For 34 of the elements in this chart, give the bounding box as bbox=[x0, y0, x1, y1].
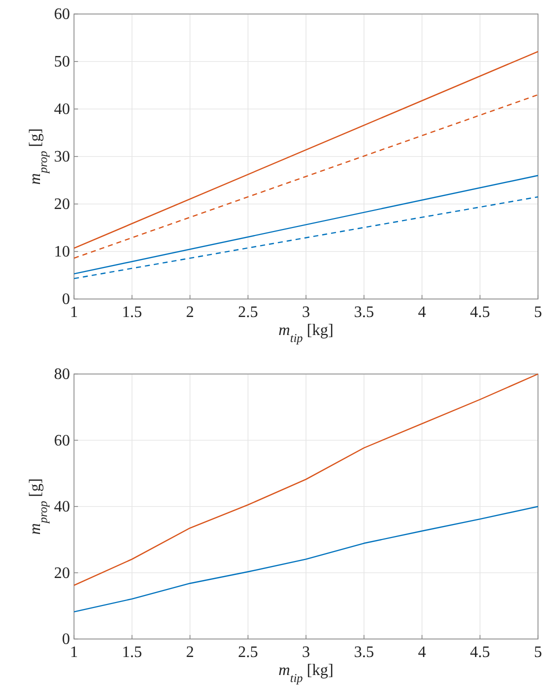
x-tick-label: 4 bbox=[418, 304, 426, 321]
y-tick-label: 30 bbox=[54, 148, 70, 166]
x-axis-title: m$_{tip}$ [kg] bbox=[278, 322, 334, 345]
x-tick-label: 2 bbox=[186, 304, 194, 321]
x-tick-label: 4 bbox=[418, 644, 426, 661]
y-tick-label: 20 bbox=[54, 564, 70, 582]
x-tick-label: 1.5 bbox=[122, 644, 142, 661]
x-tick-label: 1.5 bbox=[122, 304, 142, 321]
x-tick-label: 2 bbox=[186, 644, 194, 661]
y-tick-label: 80 bbox=[54, 366, 70, 383]
x-tick-label: 4.5 bbox=[470, 304, 490, 321]
line-series bbox=[73, 373, 539, 586]
y-tick-label: 50 bbox=[54, 54, 70, 70]
x-tick-label: 3.5 bbox=[354, 644, 374, 661]
x-tick-label: 2.5 bbox=[238, 304, 258, 321]
y-tick-label: 0 bbox=[62, 291, 70, 308]
x-tick-label: 4.5 bbox=[470, 644, 490, 661]
y-tick-label: 60 bbox=[54, 432, 70, 450]
x-tick-label: 3 bbox=[302, 304, 310, 321]
x-axis-title: m$_{tip}$ [kg] bbox=[278, 662, 334, 685]
y-tick-label: 0 bbox=[62, 631, 70, 648]
y-tick-label: 40 bbox=[54, 498, 70, 516]
x-tick-label: 1 bbox=[70, 304, 78, 321]
y-tick-label: 60 bbox=[54, 6, 70, 23]
x-tick-label: 5 bbox=[534, 304, 542, 321]
x-tick-label: 3.5 bbox=[354, 304, 374, 321]
x-tick-label: 3 bbox=[302, 644, 310, 661]
y-tick-label: 20 bbox=[54, 196, 70, 213]
x-tick-label: 1 bbox=[70, 644, 78, 661]
x-tick-label: 2.5 bbox=[238, 644, 258, 661]
line-series bbox=[73, 506, 539, 612]
y-tick-label: 40 bbox=[54, 101, 70, 118]
y-tick-label: 10 bbox=[54, 244, 70, 260]
x-tick-label: 5 bbox=[534, 644, 542, 661]
